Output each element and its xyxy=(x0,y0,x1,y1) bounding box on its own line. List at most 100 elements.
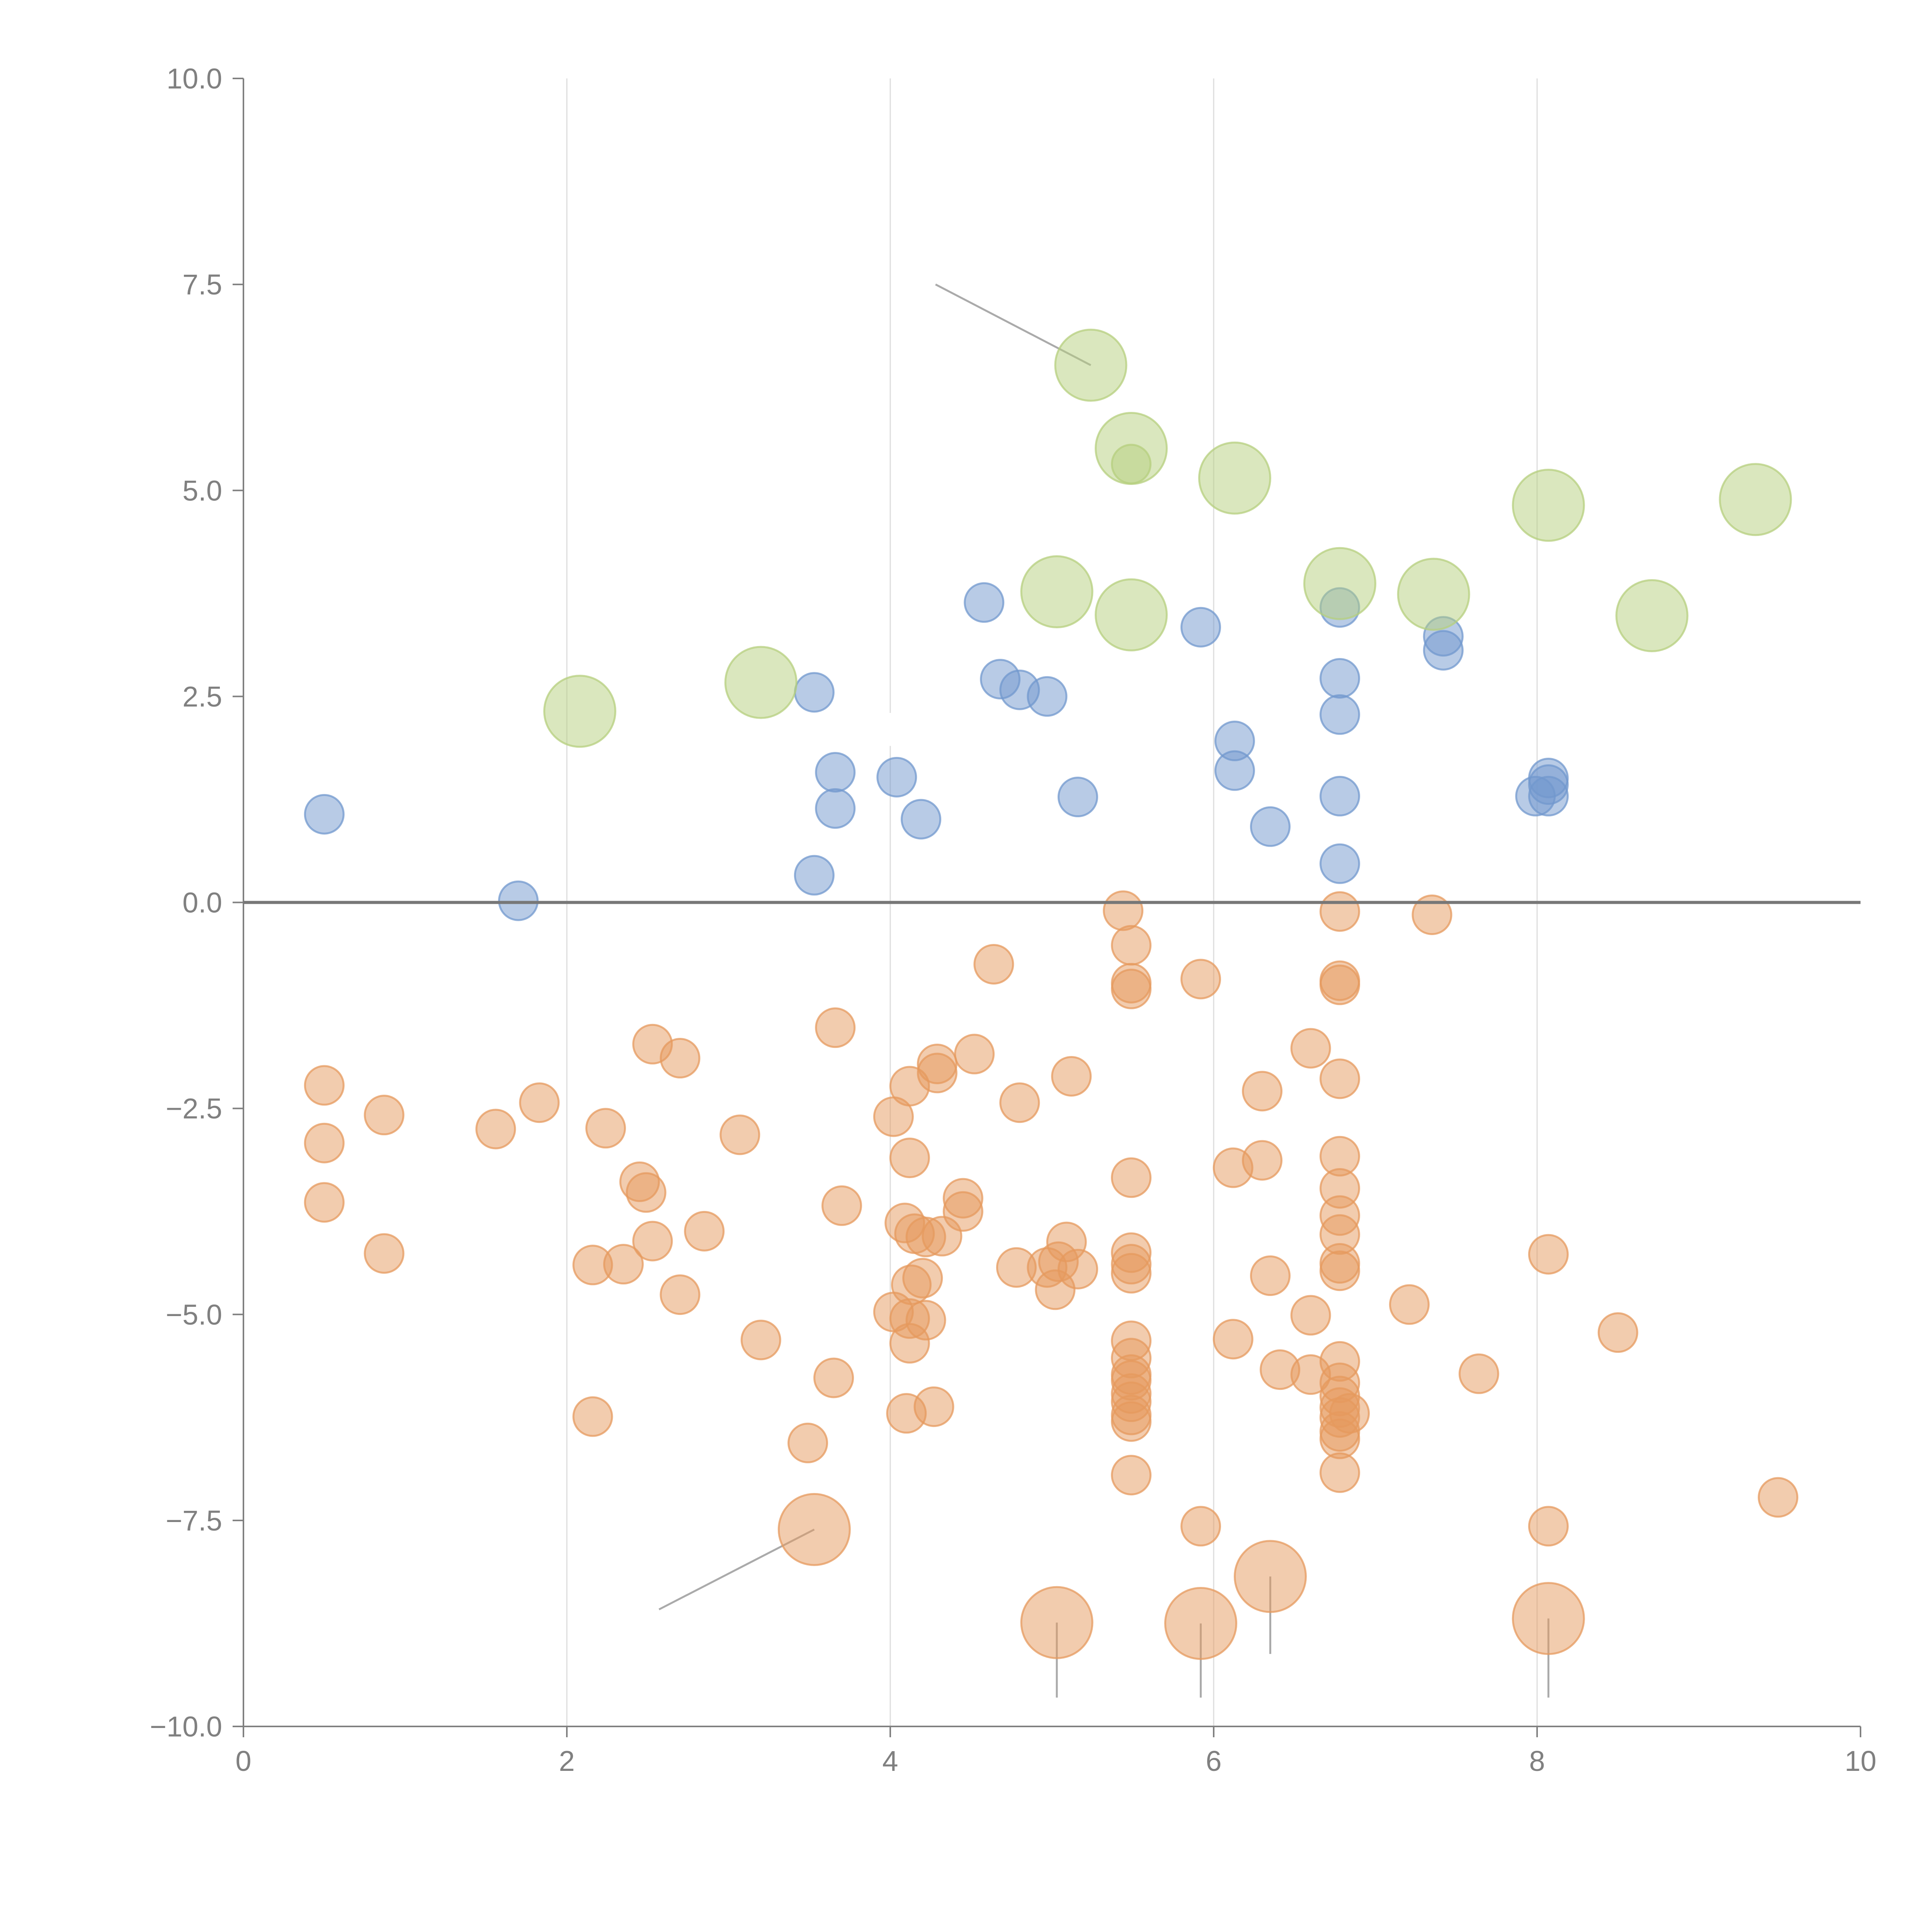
data-point-negative xyxy=(603,1244,644,1285)
data-point-negative xyxy=(821,1185,862,1226)
data-point-negative xyxy=(1319,891,1360,932)
data-point-negative xyxy=(1329,1393,1370,1434)
y-tick-label: 7.5 xyxy=(182,269,222,301)
data-point-negative xyxy=(1111,1157,1152,1198)
data-point-negative xyxy=(585,1108,626,1149)
data-point-positive xyxy=(1319,776,1360,816)
data-point-highlight-small xyxy=(1111,444,1152,485)
data-point-negative xyxy=(1111,1401,1152,1442)
data-point-negative xyxy=(684,1211,725,1252)
data-point-highlight xyxy=(1054,328,1128,402)
data-point-highlight xyxy=(1198,441,1271,515)
x-tick-label: 2 xyxy=(559,1745,575,1777)
data-point-positive xyxy=(1319,694,1360,735)
data-point-negative xyxy=(304,1122,345,1163)
data-point-highlight xyxy=(1303,547,1376,620)
data-point-positive xyxy=(794,672,835,713)
data-point-positive xyxy=(1319,843,1360,884)
data-point-positive xyxy=(901,799,942,840)
data-point-negative xyxy=(905,1300,946,1341)
data-point-negative xyxy=(1597,1312,1638,1353)
y-tick-label: 0.0 xyxy=(182,887,222,919)
data-point-positive xyxy=(498,880,539,921)
y-tick-label: −2.5 xyxy=(166,1093,222,1125)
data-point-negative xyxy=(1111,1253,1152,1294)
data-point-positive xyxy=(1423,630,1464,671)
y-tick-label: 5.0 xyxy=(182,474,222,507)
y-tick-label: 2.5 xyxy=(182,680,222,713)
data-point-negative xyxy=(1250,1255,1291,1296)
data-point-negative xyxy=(1180,1506,1221,1547)
data-point-negative xyxy=(475,1109,516,1150)
data-point-negative-highlight xyxy=(1020,1586,1094,1659)
data-point-negative xyxy=(1528,1234,1569,1275)
data-point-negative xyxy=(902,1258,943,1299)
data-point-negative-highlight xyxy=(777,1493,851,1566)
data-point-positive xyxy=(304,794,345,835)
data-point-negative xyxy=(1319,1452,1360,1493)
data-point-negative xyxy=(1103,890,1144,931)
data-point-positive xyxy=(1250,806,1291,847)
data-point-negative xyxy=(632,1221,673,1262)
data-point-highlight xyxy=(1397,558,1470,631)
y-tick-label: −5.0 xyxy=(166,1299,222,1331)
x-tick-label: 6 xyxy=(1206,1745,1221,1777)
data-point-negative xyxy=(917,1043,957,1084)
data-point-negative-highlight xyxy=(1164,1587,1238,1660)
data-point-positive xyxy=(1214,750,1255,791)
data-point-negative xyxy=(626,1172,667,1213)
data-point-negative xyxy=(364,1233,405,1274)
data-point-negative xyxy=(740,1320,781,1361)
data-point-negative xyxy=(1242,1140,1283,1181)
data-point-negative xyxy=(1213,1319,1253,1360)
data-point-negative xyxy=(1412,894,1452,935)
data-point-negative xyxy=(519,1082,560,1123)
data-point-negative xyxy=(787,1422,828,1463)
data-point-positive xyxy=(815,752,856,793)
data-point-negative xyxy=(1319,1250,1360,1291)
data-points xyxy=(304,328,1799,1660)
data-point-negative xyxy=(1057,1248,1098,1289)
data-point-negative xyxy=(1290,1295,1331,1336)
data-point-negative-highlight xyxy=(1233,1540,1307,1613)
data-point-negative xyxy=(913,1386,954,1427)
data-point-negative xyxy=(1319,1058,1360,1099)
data-point-negative xyxy=(1389,1284,1430,1325)
data-point-negative xyxy=(1180,959,1221,1000)
data-point-negative xyxy=(1242,1071,1283,1112)
data-point-negative xyxy=(660,1274,701,1315)
data-point-negative xyxy=(1758,1477,1799,1518)
data-point-positive xyxy=(964,582,1005,623)
data-point-highlight xyxy=(724,646,798,719)
data-point-positive xyxy=(1319,658,1360,699)
data-point-positive xyxy=(876,757,917,798)
data-point-positive xyxy=(1057,777,1098,818)
data-point-positive xyxy=(1528,776,1569,816)
data-point-negative xyxy=(1319,964,1360,1005)
data-point-negative xyxy=(304,1065,345,1106)
data-point-positive xyxy=(1027,676,1068,717)
data-point-negative xyxy=(1111,925,1152,966)
data-point-negative xyxy=(813,1357,854,1398)
data-point-negative xyxy=(1051,1056,1092,1097)
data-point-negative xyxy=(999,1082,1040,1123)
data-point-highlight xyxy=(1095,578,1168,651)
y-tick-label: 10.0 xyxy=(167,63,222,95)
data-point-negative xyxy=(942,1191,983,1232)
data-point-negative xyxy=(815,1007,856,1048)
data-point-negative xyxy=(889,1138,930,1179)
data-point-negative xyxy=(954,1034,995,1075)
data-point-negative xyxy=(719,1114,760,1155)
data-point-negative xyxy=(1111,968,1152,1009)
data-point-negative xyxy=(572,1396,613,1437)
data-point-positive xyxy=(794,855,835,896)
y-tick-label: −10.0 xyxy=(150,1711,222,1743)
data-point-negative xyxy=(660,1038,701,1079)
data-point-negative xyxy=(1290,1028,1331,1069)
data-point-negative xyxy=(1458,1353,1499,1394)
x-tick-label: 8 xyxy=(1529,1745,1545,1777)
data-point-highlight xyxy=(1020,555,1094,629)
data-point-negative xyxy=(304,1182,345,1223)
